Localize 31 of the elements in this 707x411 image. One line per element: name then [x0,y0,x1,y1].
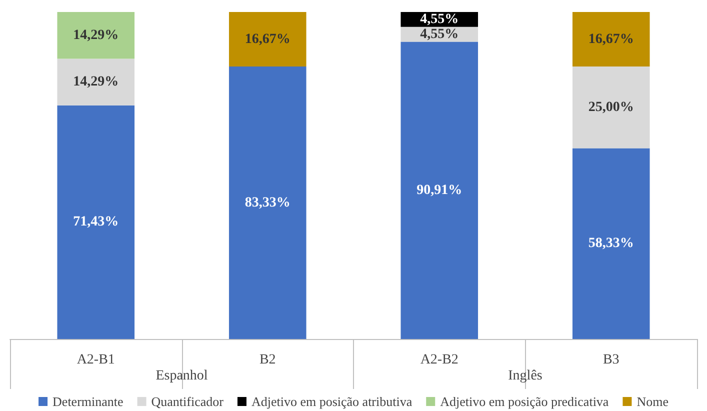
bar [572,66,650,148]
data-label: 14,29% [73,74,119,90]
text: Espanhol [156,368,208,384]
data-label: 4,55% [420,12,459,27]
bar [228,12,306,67]
x-tick-label: A2-B1 [76,352,115,368]
data-label: 83,33% [244,195,290,210]
bar [228,66,306,339]
bar [57,12,135,59]
data-label: 58,33% [588,236,634,252]
bar [400,42,478,339]
x-tick-label: B2 [259,352,276,368]
bar [572,148,650,339]
text: Inglês [508,368,542,384]
x-tick-label: B3 [602,352,620,368]
legend-label: Adjetivo em posição atributiva [251,394,412,409]
bar [572,12,650,67]
data-label: 14,29% [73,28,119,43]
data-label: 16,67% [588,32,634,47]
legend-label: Nome [636,394,669,409]
data-label: 90,91% [416,182,462,198]
legend-label: Quantificador [151,394,224,409]
bar [57,58,135,106]
legend-label: Determinante [52,394,124,409]
data-label: 71,43% [73,214,119,230]
bar [57,105,135,339]
x-tick-label: A2-B2 [420,352,458,368]
data-label: 16,67% [244,32,290,47]
data-label: 25,00% [588,100,634,115]
data-label: 4,55% [420,26,459,42]
legend-label: Adjetivo em posição predicativa [440,394,609,409]
